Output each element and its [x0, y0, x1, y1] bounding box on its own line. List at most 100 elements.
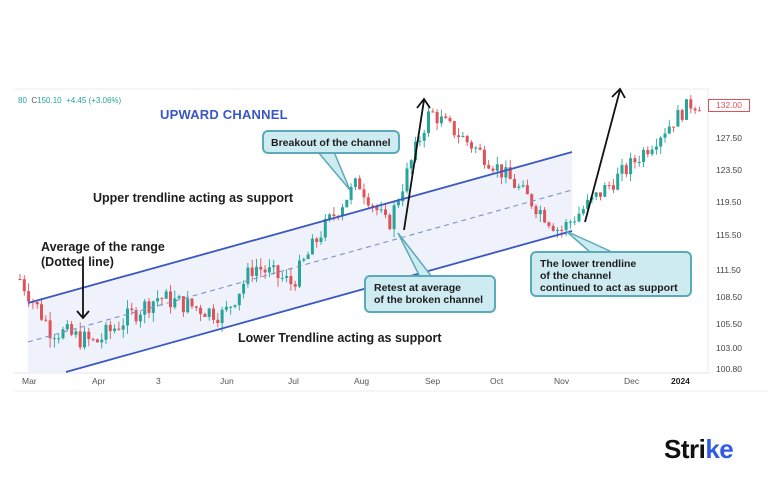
candle-body: [199, 307, 203, 314]
candle-body: [659, 137, 663, 147]
candle-body: [646, 150, 650, 155]
lower-trendline-callout: The lower trendline of the channel conti…: [530, 251, 692, 297]
candle-body: [250, 267, 254, 276]
candle-body: [255, 266, 258, 276]
candle-body: [676, 110, 680, 127]
candle-body: [242, 283, 246, 294]
candle-body: [680, 110, 684, 120]
change-value: +4.45 (+3.06%): [66, 96, 122, 105]
candle-body: [534, 206, 538, 215]
lower-support-annotation: Lower Trendline acting as support: [238, 331, 442, 345]
breakout-arrow-line: [403, 99, 425, 231]
candle-body: [405, 168, 409, 192]
candle-body: [22, 279, 26, 292]
y-tick-111-50: 111.50: [716, 265, 741, 275]
x-tick-3: 3: [156, 376, 161, 386]
y-tick-115-50: 115.50: [716, 230, 742, 240]
candle-body: [457, 135, 461, 138]
y-tick-103-00: 103.00: [716, 343, 742, 353]
candles-group: [18, 95, 701, 350]
candle-body: [173, 298, 177, 308]
average-range-line1: Average of the range: [41, 240, 165, 254]
candle-body: [121, 325, 125, 330]
candle-body: [465, 136, 469, 143]
candle-body: [637, 161, 641, 163]
candle-body: [27, 291, 31, 302]
candle-body: [289, 275, 293, 285]
candle-body: [57, 338, 61, 340]
y-tick-127-50: 127.50: [716, 133, 742, 143]
candle-body: [138, 314, 142, 322]
retest-callout: Retest at average of the broken channel: [364, 275, 496, 313]
candle-body: [594, 192, 598, 197]
candle-body: [65, 324, 69, 330]
x-tick-oct: Oct: [490, 376, 504, 386]
candle-body: [521, 185, 525, 187]
candle-body: [439, 116, 443, 124]
logo-main-text: Stri: [664, 434, 706, 464]
candle-body: [35, 302, 39, 305]
chart-title: UPWARD CHANNEL: [160, 107, 288, 122]
y-tick-108-50: 108.50: [716, 292, 742, 302]
candle-body: [349, 186, 353, 200]
candle-body: [190, 298, 194, 307]
candle-body: [237, 293, 241, 306]
x-tick-jul: Jul: [288, 376, 299, 386]
candle-body: [556, 229, 559, 231]
candle-body: [444, 116, 448, 119]
candle-body: [409, 160, 413, 169]
candle-body: [104, 324, 108, 340]
x-tick-mar: Mar: [22, 376, 37, 386]
upper-support-annotation: Upper trendline acting as support: [93, 191, 294, 205]
candle-body: [233, 305, 237, 307]
candle-body: [130, 308, 134, 310]
candle-body: [48, 320, 52, 339]
breakout-callout-text: Breakout of the channel: [271, 137, 391, 149]
candle-body: [203, 313, 207, 317]
candle-body: [564, 222, 568, 230]
candle-body: [508, 167, 512, 179]
candle-body: [517, 186, 521, 188]
candle-body: [689, 99, 693, 109]
ohlc-readout: 80 C150.10 +4.45 (+3.06%): [18, 96, 121, 105]
candle-body: [302, 259, 306, 261]
candle-body: [259, 266, 263, 270]
candle-body: [207, 308, 211, 317]
candle-body: [78, 331, 82, 348]
candle-body: [362, 189, 366, 198]
x-tick-jun: Jun: [220, 376, 234, 386]
candle-body: [177, 296, 181, 299]
candle-body: [452, 121, 456, 136]
candle-body: [607, 185, 611, 187]
x-tick-sep: Sep: [425, 376, 441, 386]
candle-body: [642, 150, 645, 162]
candle-body: [495, 164, 499, 171]
candle-body: [224, 306, 228, 310]
candle-body: [345, 199, 349, 208]
close-label: C: [31, 96, 38, 105]
retest-line1: Retest at average: [374, 282, 461, 294]
candle-body: [181, 296, 185, 313]
rally-arrow-head: [611, 87, 626, 99]
candle-body: [418, 140, 422, 142]
candle-body: [603, 185, 607, 197]
candle-body: [298, 260, 301, 287]
close-value: 150.10: [37, 96, 62, 105]
candle-body: [616, 173, 620, 190]
candle-body: [693, 108, 697, 111]
candle-body: [461, 136, 465, 138]
average-arrow-head: [76, 310, 90, 320]
candle-body: [530, 194, 534, 207]
candle-body: [663, 133, 667, 138]
candle-body: [328, 214, 332, 219]
candle-body: [547, 222, 551, 226]
candle-body: [194, 306, 198, 308]
candle-body: [40, 304, 43, 320]
breakout-callout: Breakout of the channel: [262, 130, 400, 154]
candle-body: [422, 132, 426, 141]
candle-body: [83, 331, 86, 348]
candle-body: [143, 301, 147, 315]
candle-body: [629, 158, 633, 175]
candle-body: [371, 205, 375, 207]
candle-body: [482, 149, 486, 165]
